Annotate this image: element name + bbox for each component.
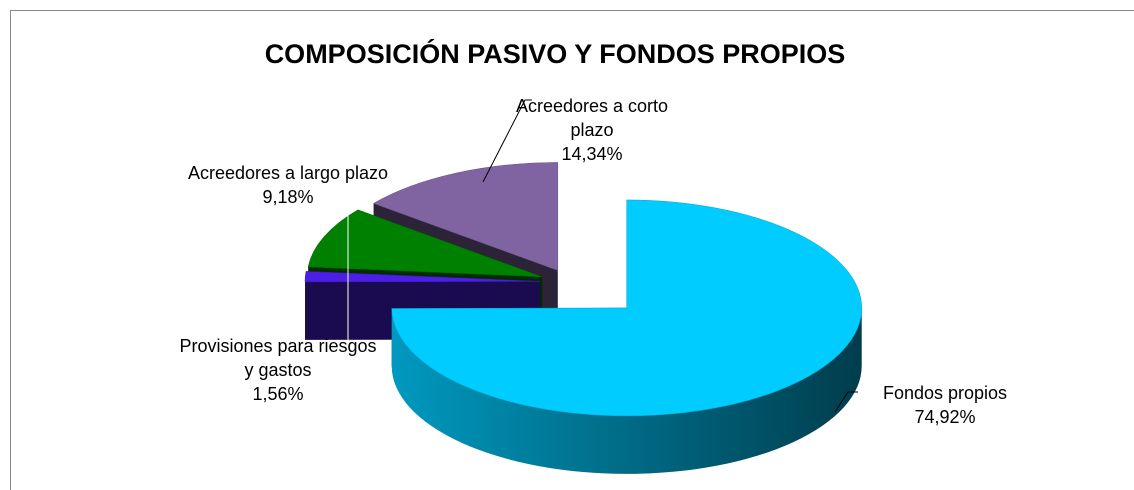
data-label: Acreedores a corto plazo 14,34% [492,94,692,166]
leader-lines [347,99,858,440]
slice [372,162,559,271]
slice-wall [391,307,862,474]
leader-line [834,391,858,413]
chart-border [10,10,1134,490]
leader-line [482,99,532,183]
category-label: Acreedores a largo plazo [187,163,389,183]
value-label: 9,18% [262,187,314,207]
pie [304,162,862,474]
value-label: 1,56% [252,384,304,404]
data-label: Acreedores a largo plazo 9,18% [178,161,398,209]
category-label: Fondos propios [882,383,1008,403]
slice [304,271,541,283]
value-label: 74,92% [914,407,976,427]
data-label: Provisiones para riesgos y gastos 1,56% [178,334,378,406]
value-label: 14,34% [561,144,623,164]
slice [391,199,862,417]
category-label: Provisiones para riesgos y gastos [179,336,377,380]
chart-title: COMPOSICIÓN PASIVO Y FONDOS PROPIOS [265,38,846,69]
slice [307,209,543,278]
data-label: Fondos propios 74,92% [860,381,1030,429]
category-label: Acreedores a corto plazo [515,96,669,140]
